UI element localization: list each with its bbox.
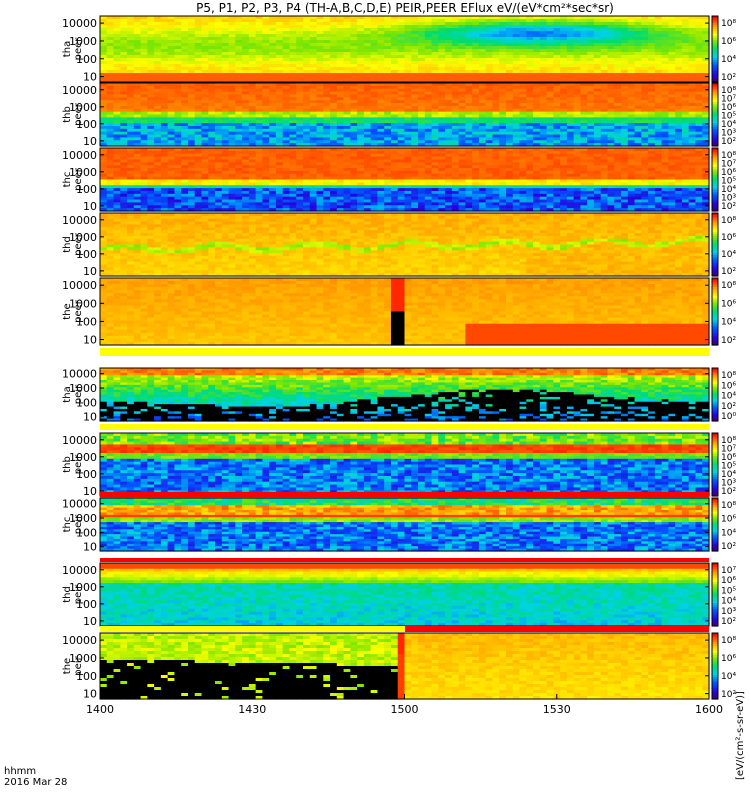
panel-label: thdpeir	[62, 584, 84, 604]
y-tick-label: 10	[83, 541, 97, 554]
y-tick-label: 10	[83, 71, 97, 84]
date-label: 2016 Mar 28	[4, 777, 67, 788]
colorbar-tick-label: 10⁸	[721, 19, 736, 29]
time-format-label: hhmm	[4, 766, 67, 777]
colorbar-tick-label: 10²	[721, 617, 736, 627]
colorbar-tick-label: 10²	[721, 202, 736, 212]
colorbar-tick-label: 10⁴	[721, 318, 736, 328]
panel-label: thbpeer	[62, 102, 84, 126]
colorbar-tick-label: 10³	[721, 607, 736, 617]
y-tick-label: 10	[83, 688, 97, 701]
panel-thc-peer: 10100100010000thcpeer10⁸10⁷10⁶10⁵10⁴10³1…	[62, 148, 736, 213]
colorbar-tick-label: 10⁸	[721, 281, 736, 291]
y-tick-label: 10000	[62, 498, 97, 511]
x-tick-label: 1400	[86, 703, 114, 716]
y-tick-label: 10	[83, 334, 97, 347]
colorbar: 10⁸ 10⁶ 10⁴ 10²	[712, 213, 736, 277]
x-tick-label: 1430	[238, 703, 266, 716]
colorbar: 10⁸ 10⁶ 10⁴ 10²	[712, 498, 736, 552]
colorbar-tick-label: 10⁶	[721, 654, 736, 664]
y-tick-label: 10000	[62, 84, 97, 97]
colorbar-tick-label: 10⁶	[721, 299, 736, 309]
spectrogram-figure: 10100100010000thapeer10⁸10⁶10⁴10²1010010…	[0, 0, 750, 800]
colorbar-tick-label: 10⁸	[721, 501, 736, 511]
colorbar-tick-label: 10²	[721, 336, 736, 346]
panel-thb-peer: 10100100010000thbpeer10⁸10⁷10⁶10⁵10⁴10³1…	[62, 83, 736, 148]
colorbar-tick-label: 10⁴	[721, 528, 736, 538]
y-tick-label: 10	[83, 615, 97, 628]
colorbar-tick-label: 10⁸	[721, 371, 736, 381]
colorbar-tick-label: 10⁴	[721, 250, 736, 260]
y-tick-label: 10000	[62, 279, 97, 292]
y-tick-label: 10	[83, 411, 97, 424]
colorbar-tick-label: 10⁸	[721, 636, 736, 646]
y-tick-label: 10000	[62, 17, 97, 30]
y-tick-label: 10	[83, 265, 97, 278]
colorbar-tick-label: 10⁴	[721, 392, 736, 402]
colorbar-tick-label: 10⁸	[721, 216, 736, 226]
x-tick-label: 1600	[695, 703, 723, 716]
panel-thb-peir: 10100100010000thbpeir10⁸10⁷10⁶10⁵10⁴10³1…	[62, 433, 736, 498]
colorbar-tick-label: 10⁵	[721, 586, 736, 596]
colorbar-unit-label: [eV/(cm²-s-sr-eV)]	[735, 691, 746, 780]
y-tick-label: 10000	[62, 368, 97, 381]
time-axis-label: hhmm 2016 Mar 28	[4, 766, 67, 788]
colorbar-tick-label: 10²	[721, 487, 736, 497]
colorbar-tick-label: 10²	[721, 267, 736, 277]
colorbar-tick-label: 10⁰	[721, 412, 736, 422]
y-tick-label: 10000	[62, 434, 97, 447]
y-tick-label: 10000	[62, 634, 97, 647]
colorbar: 10⁸ 10⁶ 10⁴ 10²	[712, 278, 736, 346]
y-tick-label: 10	[83, 200, 97, 213]
colorbar-tick-label: 10⁶	[721, 576, 736, 586]
x-tick-label: 1530	[543, 703, 571, 716]
y-tick-label: 10000	[62, 149, 97, 162]
y-tick-label: 10000	[62, 214, 97, 227]
panel-label: thapeir	[62, 384, 84, 404]
y-tick-label: 10	[83, 135, 97, 148]
y-tick-label: 10	[83, 485, 97, 498]
panel-label: thcpeer	[62, 167, 84, 191]
panel-label: thepeer	[62, 299, 84, 323]
colorbar-tick-label: 10⁶	[721, 233, 736, 243]
panel-label: thapeer	[62, 37, 84, 61]
colorbar-tick-label: 10²	[721, 542, 736, 552]
colorbar-tick-label: 10⁷	[721, 566, 736, 576]
colorbar-tick-label: 10⁶	[721, 381, 736, 391]
colorbar-tick-label: 10²	[721, 73, 736, 83]
panel-label: thcpeir	[62, 514, 84, 534]
colorbar-tick-label: 10⁴	[721, 672, 736, 682]
colorbar-tick-label: 10⁴	[721, 55, 736, 65]
y-tick-label: 10000	[62, 564, 97, 577]
colorbar: 10⁸ 10⁶ 10⁴ 10²	[712, 16, 736, 83]
colorbar-tick-label: 10⁶	[721, 37, 736, 47]
colorbar-tick-label: 10⁴	[721, 597, 736, 607]
colorbar-tick-label: 10²	[721, 137, 736, 147]
panel-label: thbpeir	[62, 454, 84, 474]
panel-label: thdpeer	[62, 232, 84, 256]
x-tick-label: 1500	[391, 703, 419, 716]
colorbar-tick-label: 10⁶	[721, 515, 736, 525]
colorbar-tick-label: 10²	[721, 402, 736, 412]
panel-label: thepeir	[62, 655, 84, 675]
